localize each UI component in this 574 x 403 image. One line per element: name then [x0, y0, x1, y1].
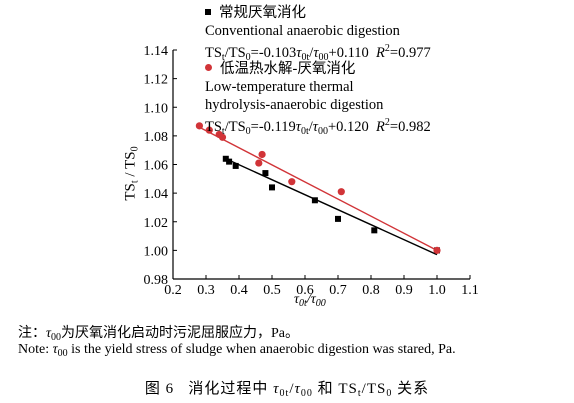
x-tick-label: 0.9 [395, 283, 413, 298]
legend-label-en-line1: Low-temperature thermal [205, 79, 354, 95]
y-tick-label: 1.06 [144, 159, 169, 174]
y-tick-label: 1.00 [144, 244, 169, 259]
fit-line-series-1 [199, 126, 438, 251]
y-tick-label: 1.04 [144, 187, 169, 202]
data-point-square [335, 215, 341, 222]
data-point-circle [337, 188, 345, 196]
data-point-square [222, 155, 229, 162]
ticks: 0.2 0.3 0.4 0.5 0.6 0.7 0.8 0.9 1.0 1.1 0.98 1.00 1.… [144, 44, 479, 298]
legend-label-en-line2: hydrolysis-anaerobic digestion [205, 97, 384, 113]
data-point-circle [255, 159, 263, 167]
data-point-square [232, 162, 239, 169]
data-point-circle [218, 133, 227, 141]
x-tick-label: 0.8 [362, 283, 380, 298]
fit-lines [199, 126, 438, 256]
data-point-square [262, 170, 269, 177]
data-point-circle [195, 122, 203, 130]
legend-label-en: Conventional anaerobic digestion [205, 23, 400, 39]
x-tick-label: 1.0 [428, 283, 446, 298]
y-tick-label: 1.10 [144, 101, 169, 116]
x-tick-label: 0.4 [230, 283, 248, 298]
data-point-square [371, 227, 378, 234]
circle-marker-icon [205, 64, 212, 71]
data-point-circle [288, 178, 296, 186]
x-axis-label: τ0t/τ00 [294, 292, 326, 309]
figure-caption: 图 6 消化过程中 τ0t/τ00 和 TSt/TS0 关系 [144, 381, 430, 399]
data-points [195, 122, 441, 254]
x-tick-label: 1.1 [461, 283, 479, 298]
note-chinese: 注：τ00为厌氧消化启动时污泥屈服应力，Pa。 [18, 326, 300, 343]
data-point-circle [433, 246, 441, 254]
y-axis-label: TSt / TS0 [122, 146, 141, 201]
data-point-circle [205, 126, 213, 134]
fit-equation: TSt/TS0=-0.103τ0t/τ00+0.110 R2=0.977 [205, 43, 431, 63]
square-marker-icon [205, 9, 211, 15]
y-tick-label: 1.12 [144, 73, 169, 88]
fit-equation: TSt/TS0=-0.119τ0t/τ00+0.120 R2=0.982 [205, 117, 431, 137]
x-tick-label: 0.5 [263, 283, 281, 298]
y-tick-label: 1.02 [144, 216, 169, 231]
fit-line-series-0 [225, 158, 438, 256]
x-tick-label: 0.6 [296, 283, 314, 298]
y-tick-label: 0.98 [144, 273, 169, 288]
legend-label-cn: 低温热水解-厌氧消化 [220, 61, 356, 77]
data-point-square [226, 158, 233, 165]
legend-entry-conventional: 常规厌氧消化 Conventional anaerobic digestion … [205, 4, 431, 62]
legend-entry-thermal-hydrolysis: 低温热水解-厌氧消化 Low-temperature thermal hydro… [205, 60, 431, 136]
legend-label-cn: 常规厌氧消化 [219, 5, 306, 21]
data-point-square [269, 184, 275, 191]
x-tick-label: 0.2 [164, 283, 182, 298]
data-point-circle [258, 150, 266, 159]
y-tick-label: 1.08 [144, 130, 169, 145]
x-tick-label: 0.3 [197, 283, 215, 298]
data-point-square [311, 197, 318, 204]
note-english: Note: τ00 is the yield stress of sludge … [18, 342, 456, 359]
x-tick-label: 0.7 [329, 283, 347, 298]
y-tick-label: 1.14 [144, 44, 169, 59]
